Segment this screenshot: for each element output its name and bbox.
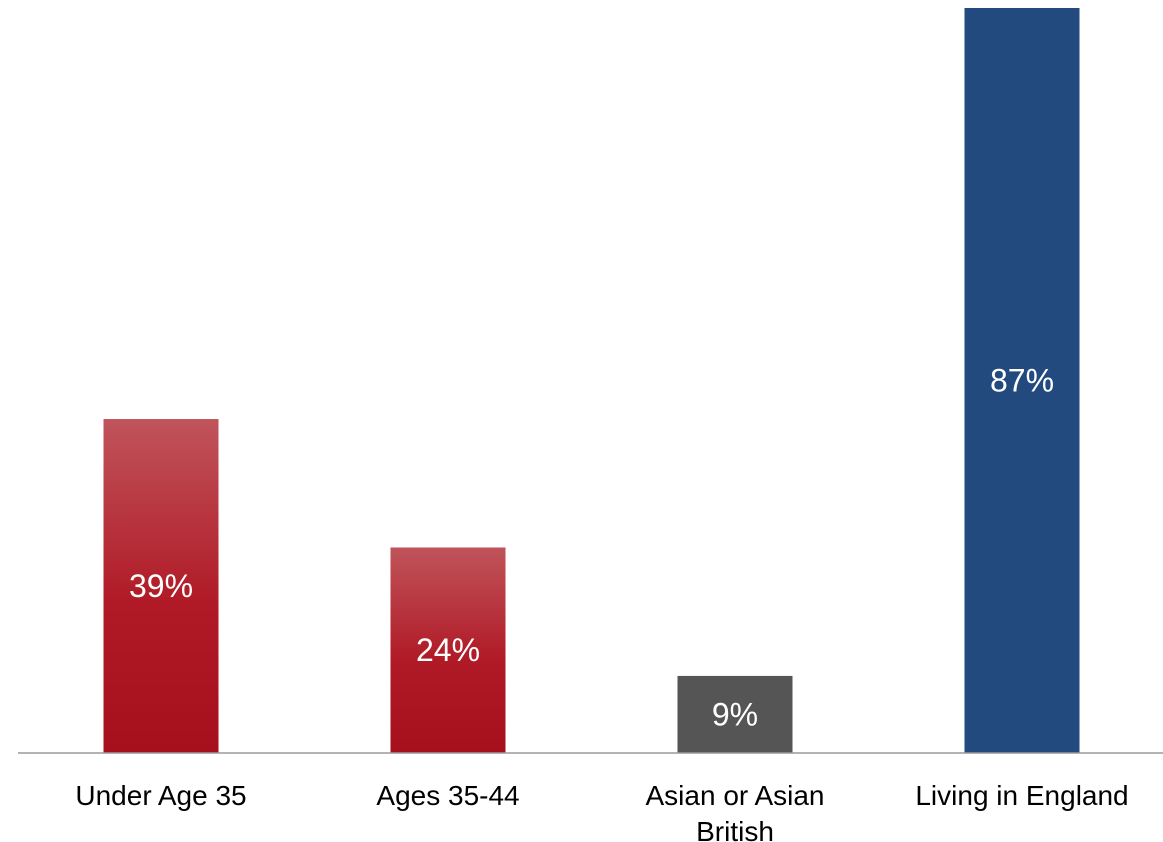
bar-3: [964, 8, 1080, 753]
bar-2: [677, 675, 793, 753]
category-label-3: Living in England: [915, 780, 1128, 811]
data-label-3: 87%: [990, 363, 1054, 399]
bar-1: [390, 547, 506, 753]
data-label-2: 9%: [712, 696, 758, 732]
category-label-0: Under Age 35: [75, 780, 246, 811]
labels-layer: 39% Under Age 35 24% Ages 35-44 9% Asian or A…: [75, 363, 1128, 842]
category-label-2: Asian or Asian British: [646, 780, 825, 842]
data-label-0: 39%: [129, 568, 193, 604]
category-label-1: Ages 35-44: [376, 780, 519, 811]
bars-layer: [103, 8, 1080, 753]
bar-0: [103, 419, 219, 753]
data-label-1: 24%: [416, 632, 480, 668]
